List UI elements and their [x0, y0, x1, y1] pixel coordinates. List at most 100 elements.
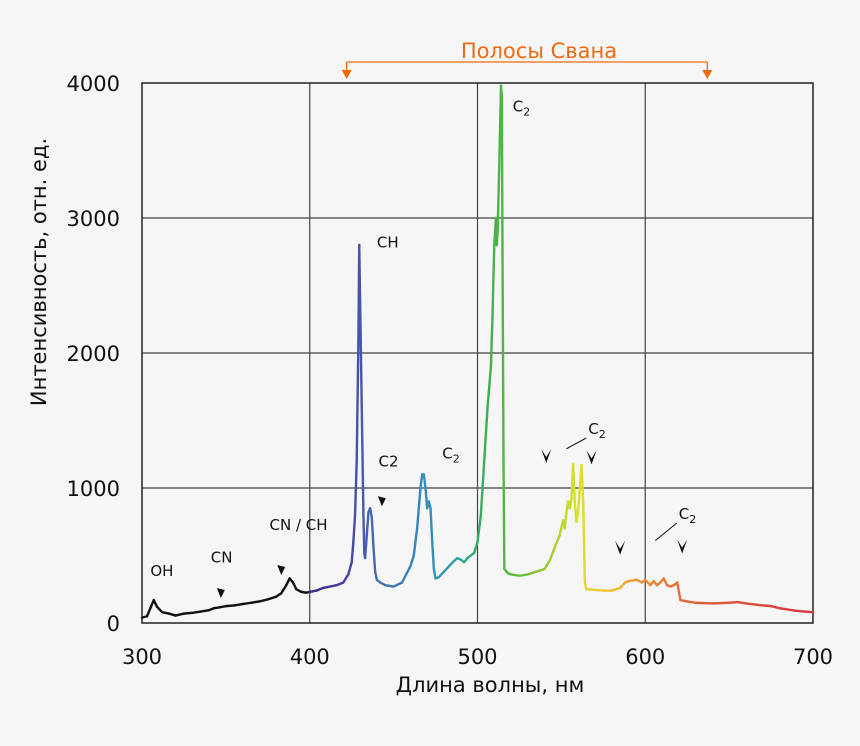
plot-border: [141, 82, 814, 624]
spectrum-segment: [778, 606, 790, 611]
spectrum-segment: [496, 162, 501, 233]
spectrum-segment: [553, 534, 561, 549]
spectrum-segment: [360, 405, 365, 517]
annotation-label: CN / CH: [269, 516, 327, 534]
spectrum-segment: [543, 559, 551, 571]
x-tick-label: 500: [457, 645, 497, 669]
spectrum-segment: [315, 586, 325, 592]
swan-bands-bracket: Полосы Свана: [341, 39, 713, 79]
spectrum-segment: [483, 405, 489, 463]
annotation-label: C2: [679, 505, 696, 526]
y-tick-label: 3000: [67, 207, 120, 231]
spectrum-segment: [472, 540, 479, 554]
spectrum-segment: [432, 567, 437, 580]
spectrum-segment: [431, 540, 436, 571]
spectrum-segment: [744, 602, 764, 607]
spectrum-segment: [392, 581, 404, 588]
spectrum-segment: [571, 462, 576, 503]
spectrum-segment: [368, 507, 374, 519]
x-axis-ticks: 300 400 500 600 700: [122, 645, 833, 669]
spectrum-segment: [618, 581, 627, 590]
spectrum-segment: [442, 565, 451, 573]
bracket-right-arrow: [702, 70, 713, 79]
spectrum-segment: [803, 610, 815, 614]
y-tick-label: 4000: [67, 72, 120, 96]
x-tick-label: 400: [290, 645, 330, 669]
spectrum-segment: [365, 511, 370, 537]
annotation-label: C2: [442, 444, 459, 465]
spectrum-segment: [644, 578, 652, 587]
spectrum-segment: [575, 511, 580, 523]
spectrum-segment: [437, 570, 446, 579]
spectrum-segment: [486, 365, 493, 409]
spectrum-segment: [769, 604, 781, 610]
spectrum-segment: [363, 534, 368, 560]
spectrum-segment: [509, 573, 521, 577]
spectrum-segment: [429, 507, 434, 544]
spectrum-segment: [711, 601, 731, 605]
spectrum-segment: [761, 604, 773, 608]
x-tick-label: 600: [625, 645, 665, 669]
spectrum-segment: [266, 595, 278, 601]
spectrum-segment: [152, 598, 159, 608]
annotation-arrow: [277, 565, 286, 576]
x-tick-label: 700: [793, 645, 833, 669]
spectrum-segment: [415, 486, 422, 530]
annotation-label: C2: [379, 452, 399, 470]
spectrum-series: [140, 84, 815, 619]
spectrum-segment: [280, 584, 288, 595]
spectrum-segment: [400, 565, 412, 584]
spectrum-segment: [291, 581, 298, 591]
spectrum-segment: [736, 600, 748, 605]
spectrum-segment: [358, 243, 362, 301]
annotation-label: CN: [211, 548, 233, 566]
spectrum-segment: [568, 497, 573, 510]
spectrum-segment: [491, 243, 496, 314]
band-head-marker: [586, 450, 597, 465]
spectrum-segment: [373, 570, 379, 581]
spectrum-segment: [795, 609, 806, 613]
spectrum-segment: [362, 513, 366, 554]
spectrum-segment: [526, 570, 538, 576]
spectrum-segment: [350, 540, 355, 564]
spectrum-segment: [535, 567, 546, 573]
spectrum-segment: [419, 473, 424, 490]
spectrum-segment: [581, 500, 587, 584]
spectrum-segment: [384, 584, 395, 588]
leader-line: [654, 522, 678, 542]
spectrum-segment: [563, 511, 568, 530]
spectrum-segment: [610, 586, 622, 592]
band-head-marker: [541, 449, 552, 463]
spectrum-segment: [241, 601, 253, 606]
y-axis-ticks: 0 1000 2000 3000 4000: [67, 72, 120, 636]
spectrum-segment: [685, 600, 697, 604]
annotation-label: C2: [513, 97, 530, 118]
annotation-arrow: [216, 588, 225, 598]
spectrum-segment: [352, 513, 357, 544]
y-tick-label: 1000: [67, 477, 120, 501]
y-tick-label: 2000: [67, 342, 120, 366]
bracket-left-arrow: [341, 70, 352, 79]
x-tick-label: 300: [122, 645, 162, 669]
spectrum-segment: [422, 473, 427, 490]
spectrum-segment: [476, 513, 483, 544]
annotation-label: OH: [150, 562, 173, 580]
spectrum-segment: [548, 546, 556, 563]
spectrum-segment: [502, 459, 506, 571]
spectrum-segment: [694, 601, 714, 605]
spectrum-segment: [495, 230, 499, 247]
band-head-marker: [615, 540, 626, 555]
spectrum-segment: [355, 338, 360, 463]
spectrum-segment: [358, 297, 363, 409]
spectrum-segment: [576, 486, 582, 514]
spectrum-segment: [233, 602, 244, 607]
spectrum-segment: [258, 598, 270, 603]
annotation-label: CH: [377, 234, 399, 252]
spectrum-segment: [675, 581, 682, 602]
y-tick-label: 0: [107, 612, 120, 636]
y-axis-label: Интенсивность, отн. ед.: [27, 138, 51, 406]
spectrum-segment: [518, 573, 530, 577]
bracket-label: Полосы Свана: [461, 39, 617, 63]
spectrum-segment: [335, 581, 345, 587]
